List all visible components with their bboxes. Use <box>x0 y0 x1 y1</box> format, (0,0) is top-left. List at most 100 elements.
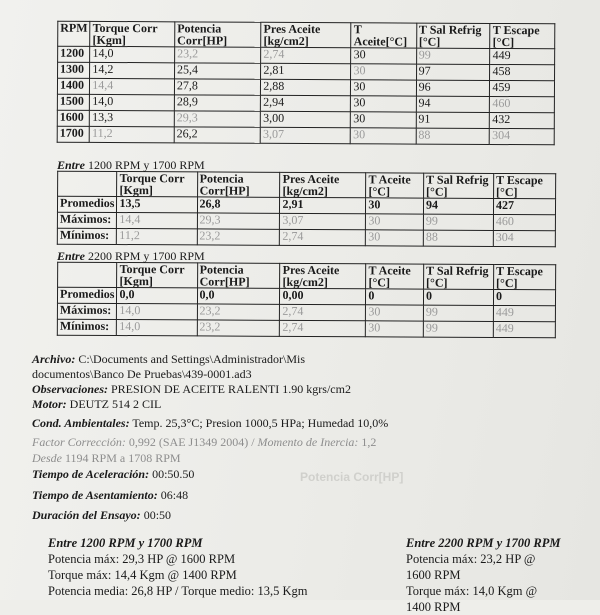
table-cell: 432 <box>489 112 555 129</box>
table-cell: 30 <box>350 79 417 97</box>
row-label: 1500 <box>57 94 90 111</box>
table-cell: 30 <box>350 63 417 81</box>
column-header: T Escape [°C] <box>493 264 556 290</box>
column-header <box>57 171 118 197</box>
table-cell: 29,3 <box>174 110 261 128</box>
summary-left: Entre 1200 RPM y 1700 RPM Potencia máx: … <box>48 535 308 599</box>
table-cell: 25,4 <box>174 62 261 80</box>
range-label-1: Entre 1200 RPM y 1700 RPM <box>57 158 205 172</box>
column-header: Potencia Corr[HP] <box>197 171 281 198</box>
table-cell: 2,74 <box>279 304 366 321</box>
desde-line: Desde 1194 RPM a 1708 RPM <box>32 451 181 465</box>
summary-right-line: 1600 RPM <box>406 568 461 582</box>
table-cell: 14,0 <box>116 319 197 336</box>
table-cell: 2,91 <box>279 197 366 214</box>
row-label: 1700 <box>57 126 90 143</box>
table-cell: 14,0 <box>89 94 175 111</box>
table-cell: 23,2 <box>196 303 280 321</box>
document-page <box>0 0 600 600</box>
summary-right: Entre 2200 RPM y 1700 RPM Potencia máx: … <box>406 535 561 615</box>
table-cell: 2,74 <box>279 320 366 337</box>
table-cell: 3,07 <box>279 213 366 230</box>
column-header: T Aceite [°C] <box>365 172 424 198</box>
summary-left-line: Torque máx: 14,4 Kgm @ 1400 RPM <box>48 568 237 582</box>
table-cell: 449 <box>493 305 556 322</box>
table-cell: 2,88 <box>260 79 351 96</box>
table-cell: 29,3 <box>196 212 280 230</box>
row-label: Promedios <box>57 196 118 213</box>
row-label: 1600 <box>57 110 90 127</box>
table-cell: 11,2 <box>89 126 175 143</box>
table-cell: 99 <box>416 48 491 65</box>
table-cell: 0,0 <box>116 287 198 304</box>
column-header: Pres Aceite [kg/cm2] <box>280 172 367 198</box>
table-cell: 0,00 <box>279 288 366 305</box>
table-cell: 2,94 <box>260 95 351 112</box>
summary-left-line: Potencia máx: 29,3 HP @ 1600 RPM <box>48 552 236 566</box>
table-cell: 0 <box>365 288 424 306</box>
bleed-through-text: Potencia Corr[HP] <box>300 470 404 484</box>
table-cell: 94 <box>423 198 494 215</box>
summary-left-title: Entre 1200 RPM y 1700 RPM <box>48 536 203 550</box>
table-cell: 14,0 <box>89 46 175 63</box>
archivo-line: Archivo: C:\Documents and Settings\Admin… <box>32 352 306 366</box>
column-header: Pres Aceite [kg/cm2] <box>280 263 367 289</box>
table-cell: 27,8 <box>174 78 261 96</box>
column-header: T Escape [°C] <box>493 173 556 199</box>
table-cell: 28,9 <box>174 94 261 112</box>
table-row: Mínimos: 11,2 23,2 2,74 30 88 304 <box>57 228 556 247</box>
table-cell: 26,2 <box>174 126 261 144</box>
table-cell: 2,74 <box>260 47 352 64</box>
column-header: Torque Corr [Kgm] <box>117 171 198 197</box>
archivo-path-line2: documentos\Banco De Pruebas\439-0001.ad3 <box>32 367 252 381</box>
table-cell: 460 <box>493 214 556 231</box>
table-cell: 460 <box>489 96 555 113</box>
summary-right-title: Entre 2200 RPM y 1700 RPM <box>406 536 561 550</box>
table-cell: 427 <box>493 198 556 215</box>
table-row: Mínimos: 14,0 23,2 2,74 30 99 449 <box>57 319 556 338</box>
summary-right-line: 1400 RPM <box>406 600 461 614</box>
table-cell: 23,2 <box>196 319 280 337</box>
header-row: Torque Corr [Kgm] Potencia Corr[HP] Pres A… <box>57 171 556 199</box>
table-cell: 3,07 <box>260 127 351 144</box>
table-cell: 30 <box>350 127 416 145</box>
column-header: T Sal Refrig [°C] <box>416 23 491 49</box>
table-cell: 23,2 <box>174 46 261 64</box>
table-cell: 26,8 <box>196 196 281 214</box>
column-header <box>57 262 118 288</box>
table-cell: 30 <box>365 304 424 322</box>
table-cell: 30 <box>365 229 424 247</box>
table-cell: 0 <box>493 289 556 306</box>
summary-right-line: Potencia máx: 23,2 HP @ <box>406 552 536 566</box>
row-label: Mínimos: <box>57 228 117 245</box>
table-cell: 99 <box>423 214 494 231</box>
table-cell: 30 <box>365 320 424 338</box>
tiempo-asentamiento-line: Tiempo de Asentamiento: 06:48 <box>32 488 189 502</box>
row-label: 1400 <box>57 78 90 95</box>
table-cell: 449 <box>493 321 556 338</box>
factor-correccion-line: Factor Corrección: 0,992 (SAE J1349 2004… <box>32 435 377 449</box>
table-cell: 99 <box>423 305 494 322</box>
table-cell: 97 <box>416 64 491 81</box>
duracion-ensayo-line: Duración del Ensayo: 00:50 <box>32 508 172 522</box>
table-cell: 14,2 <box>89 62 175 79</box>
row-label: 1300 <box>57 62 90 79</box>
summary-table-2200-1700: Torque Corr [Kgm] Potencia Corr[HP] Pres A… <box>57 262 556 339</box>
tiempo-aceleracion-line: Tiempo de Aceleración: 00:50.50 <box>32 467 195 481</box>
column-header: T Aceite [°C] <box>365 263 424 289</box>
table-cell: 2,74 <box>279 229 366 246</box>
column-header: Pres Aceite [kg/cm2] <box>260 22 352 48</box>
column-header: RPM <box>57 21 91 47</box>
summary-left-line: Potencia media: 26,8 HP / Torque medio: … <box>48 584 308 598</box>
table-cell: 13,5 <box>116 196 198 213</box>
table-cell: 0,0 <box>196 287 281 305</box>
row-label: Promedios <box>57 287 118 304</box>
header-row: Torque Corr [Kgm] Potencia Corr[HP] Pres A… <box>57 262 556 290</box>
table-cell: 99 <box>423 321 494 338</box>
table-cell: 14,4 <box>116 212 197 229</box>
column-header: T Escape [°C] <box>490 23 555 49</box>
table-cell: 96 <box>416 80 490 97</box>
row-label: Mínimos: <box>57 319 117 336</box>
summary-table-1200-1700: Torque Corr [Kgm] Potencia Corr[HP] Pres A… <box>57 171 556 248</box>
table-cell: 304 <box>493 230 556 247</box>
